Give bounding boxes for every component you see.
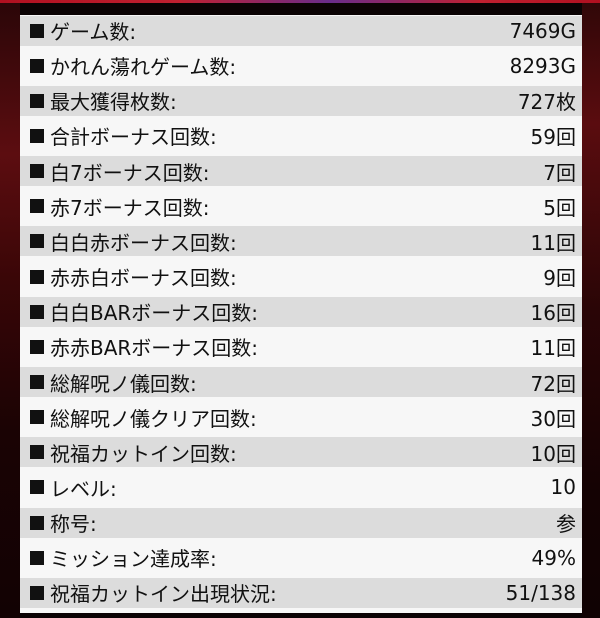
stat-value: 7469G [509,18,576,43]
stat-row-6: 赤7ボーナス回数: 5回 [20,191,582,221]
stat-row-7: 白白赤ボーナス回数: 11回 [20,226,582,257]
stat-value: 727枚 [517,90,576,115]
backdrop-left [0,0,20,618]
stat-row-1: ゲーム数: 7469G [20,15,582,46]
stat-label: 赤赤白ボーナス回数: [50,266,237,291]
stat-label: 赤7ボーナス回数: [50,195,210,220]
stat-label: かれん蕩れゲーム数: [50,55,237,80]
stat-row-3: 最大獲得枚数: 727枚 [20,85,582,116]
stat-row-8: 赤赤白ボーナス回数: 9回 [20,262,582,292]
stat-row-11: 総解呪ノ儀回数: 72回 [20,367,582,397]
stat-value: 72回 [530,371,576,396]
stat-value: 10回 [530,441,576,466]
stat-row-12: 総解呪ノ儀クリア回数: 30回 [20,402,582,432]
top-color-strip [0,0,600,3]
stat-label: 総解呪ノ儀回数: [50,371,197,396]
stat-row-5: 白7ボーナス回数: 7回 [20,156,582,187]
stat-value: 7回 [543,160,576,185]
stat-label: 白7ボーナス回数: [50,160,210,185]
stat-value: 5回 [543,195,576,220]
black-square-icon [30,269,44,284]
stat-label: レベル: [50,476,117,501]
stat-row-2: かれん蕩れゲーム数: 8293G [20,51,582,81]
stat-value: 16回 [530,301,576,326]
stat-label: 祝福カットイン回数: [50,441,237,466]
stat-value: 59回 [530,125,576,150]
stat-value: 参 [556,512,576,537]
stat-value: 11回 [530,336,576,361]
black-square-icon [30,304,44,319]
stat-label: 最大獲得枚数: [50,90,177,115]
black-square-icon [30,234,44,249]
black-square-icon [30,23,44,38]
stat-row-16: ミッション達成率: 49% [20,543,582,573]
black-square-icon [30,515,44,530]
stat-label: 白白赤ボーナス回数: [50,230,237,255]
stat-row-4: 合計ボーナス回数: 59回 [20,121,582,151]
stat-value: 11回 [530,230,576,255]
stat-value: 30回 [530,406,576,431]
black-square-icon [30,93,44,108]
black-square-icon [30,58,44,73]
stat-value: 51/138 [505,580,576,605]
black-square-icon [30,445,44,460]
stat-row-14: レベル: 10 [20,472,582,502]
stat-label: ゲーム数: [50,20,137,44]
stat-value: 8293G [509,53,576,78]
black-square-icon [30,339,44,354]
black-square-icon [30,585,44,600]
stat-value: 10 [550,475,576,500]
black-square-icon [30,199,44,214]
stat-row-15: 称号: 参 [20,507,582,538]
stat-label: 祝福カットイン出現状況: [50,582,277,607]
black-square-icon [30,410,44,425]
stat-row-10: 赤赤BARボーナス回数: 11回 [20,332,582,362]
stat-row-13: 祝福カットイン回数: 10回 [20,437,582,468]
stat-label: 総解呪ノ儀クリア回数: [50,406,257,431]
backdrop-right [582,0,600,618]
black-square-icon [30,375,44,389]
stat-label: 白白BARボーナス回数: [50,301,259,326]
stats-panel: ゲーム数: 7469G かれん蕩れゲーム数: 8293G 最大獲得枚数: 727… [20,15,582,613]
black-square-icon [30,480,44,495]
stat-label: 合計ボーナス回数: [50,125,217,150]
stat-label: ミッション達成率: [50,547,217,572]
black-square-icon [30,550,44,565]
black-square-icon [30,164,44,179]
black-square-icon [30,128,44,143]
stat-row-9: 白白BARボーナス回数: 16回 [20,296,582,327]
stat-label: 赤赤BARボーナス回数: [50,336,259,361]
stat-row-17: 祝福カットイン出現状況: 51/138 [20,577,582,608]
stat-label: 称号: [50,512,97,537]
stat-value: 9回 [543,266,576,291]
stat-value: 49% [531,545,576,570]
